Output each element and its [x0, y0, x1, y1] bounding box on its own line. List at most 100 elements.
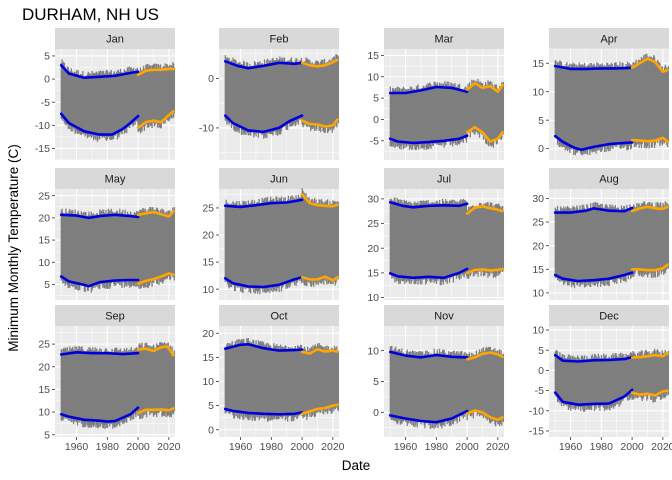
- y-tick-label-may: 20: [38, 212, 50, 224]
- range-bar: [123, 348, 126, 424]
- y-tick-label-jun: 15: [202, 257, 214, 269]
- range-bar: [102, 70, 104, 137]
- range-bar: [138, 214, 140, 289]
- range-bar: [599, 64, 601, 149]
- range-bar: [392, 201, 395, 279]
- range-bar: [488, 346, 490, 420]
- range-bar: [431, 354, 434, 428]
- range-bar: [397, 199, 399, 281]
- range-bar: [112, 352, 114, 429]
- range-bar: [502, 210, 505, 271]
- range-bar: [62, 352, 64, 421]
- range-bar: [471, 206, 473, 273]
- range-bar: [137, 72, 139, 133]
- range-bar: [327, 205, 330, 284]
- range-bar: [597, 204, 600, 284]
- range-bar: [394, 88, 396, 148]
- range-bar: [156, 344, 159, 413]
- range-bar: [128, 349, 130, 416]
- range-bar: [286, 202, 288, 288]
- smooth-upper-early-mar: [388, 85, 469, 95]
- range-bar: [659, 352, 661, 397]
- range-bar: [437, 203, 439, 281]
- range-bar: [126, 211, 129, 281]
- range-bar: [463, 90, 465, 137]
- range-bar: [451, 199, 453, 278]
- range-bar: [224, 204, 226, 283]
- range-bar: [414, 351, 416, 428]
- range-bar: [660, 206, 663, 275]
- range-bar: [293, 348, 296, 418]
- range-bar: [166, 213, 169, 279]
- range-bar: [227, 203, 230, 287]
- range-bar: [326, 62, 328, 128]
- range-bar: [301, 62, 303, 125]
- range-bar: [316, 60, 319, 126]
- strip-label-feb: Feb: [270, 34, 289, 46]
- range-bar: [461, 351, 463, 417]
- range-bar: [570, 355, 572, 411]
- range-bar: [466, 357, 468, 421]
- range-bar: [333, 201, 335, 282]
- strip-dec: [549, 305, 669, 326]
- range-bar: [573, 356, 576, 409]
- range-bar: [124, 209, 126, 284]
- range-bar: [501, 84, 504, 134]
- smooth-lower-early-sep: [59, 406, 140, 423]
- range-bar: [306, 58, 309, 127]
- range-bar: [500, 350, 502, 419]
- range-bar: [601, 63, 603, 150]
- range-bar: [106, 352, 109, 429]
- range-bar: [116, 70, 119, 140]
- range-bar: [276, 196, 278, 291]
- range-bar: [296, 349, 298, 420]
- range-bar: [660, 202, 662, 271]
- range-bar: [589, 358, 591, 410]
- range-bar: [120, 212, 122, 286]
- range-bar: [309, 59, 311, 127]
- range-bar: [433, 202, 435, 283]
- range-bar: [653, 350, 655, 403]
- range-bar: [79, 75, 81, 134]
- range-bar: [570, 64, 573, 150]
- range-bar: [238, 339, 240, 419]
- range-bar: [80, 75, 82, 136]
- facet-feb: Feb-100: [199, 28, 340, 160]
- range-bar: [391, 201, 394, 275]
- range-bar: [321, 201, 323, 283]
- range-bar: [132, 214, 134, 286]
- range-bar: [314, 204, 316, 283]
- range-bar: [231, 341, 233, 413]
- range-bar: [491, 206, 494, 273]
- range-bar: [566, 357, 569, 404]
- range-bar: [81, 74, 83, 134]
- range-bar: [224, 55, 226, 121]
- range-bar: [88, 347, 90, 427]
- range-bar: [306, 198, 308, 287]
- range-bar: [658, 354, 660, 398]
- range-bar: [624, 210, 626, 281]
- range-bar: [476, 356, 478, 416]
- range-bar: [405, 351, 408, 421]
- range-bar: [286, 199, 289, 289]
- range-bars-may: [60, 206, 176, 293]
- range-bar: [301, 349, 303, 416]
- range-bar: [427, 83, 429, 150]
- range-bar: [564, 208, 566, 280]
- range-bar: [296, 200, 298, 283]
- range-bar: [104, 74, 106, 135]
- range-bar: [485, 348, 487, 419]
- range-bar: [493, 205, 495, 277]
- range-bar: [581, 355, 583, 408]
- range-bar: [411, 203, 413, 282]
- range-bar: [336, 346, 338, 408]
- y-tick-label-mar: -5: [370, 135, 379, 147]
- range-bar: [465, 88, 468, 143]
- range-bar: [578, 209, 580, 283]
- range-bar: [91, 213, 93, 291]
- range-bar: [293, 63, 296, 123]
- range-bar: [255, 64, 257, 137]
- range-bar: [252, 339, 254, 415]
- range-bar: [406, 89, 408, 144]
- range-bar: [240, 63, 243, 135]
